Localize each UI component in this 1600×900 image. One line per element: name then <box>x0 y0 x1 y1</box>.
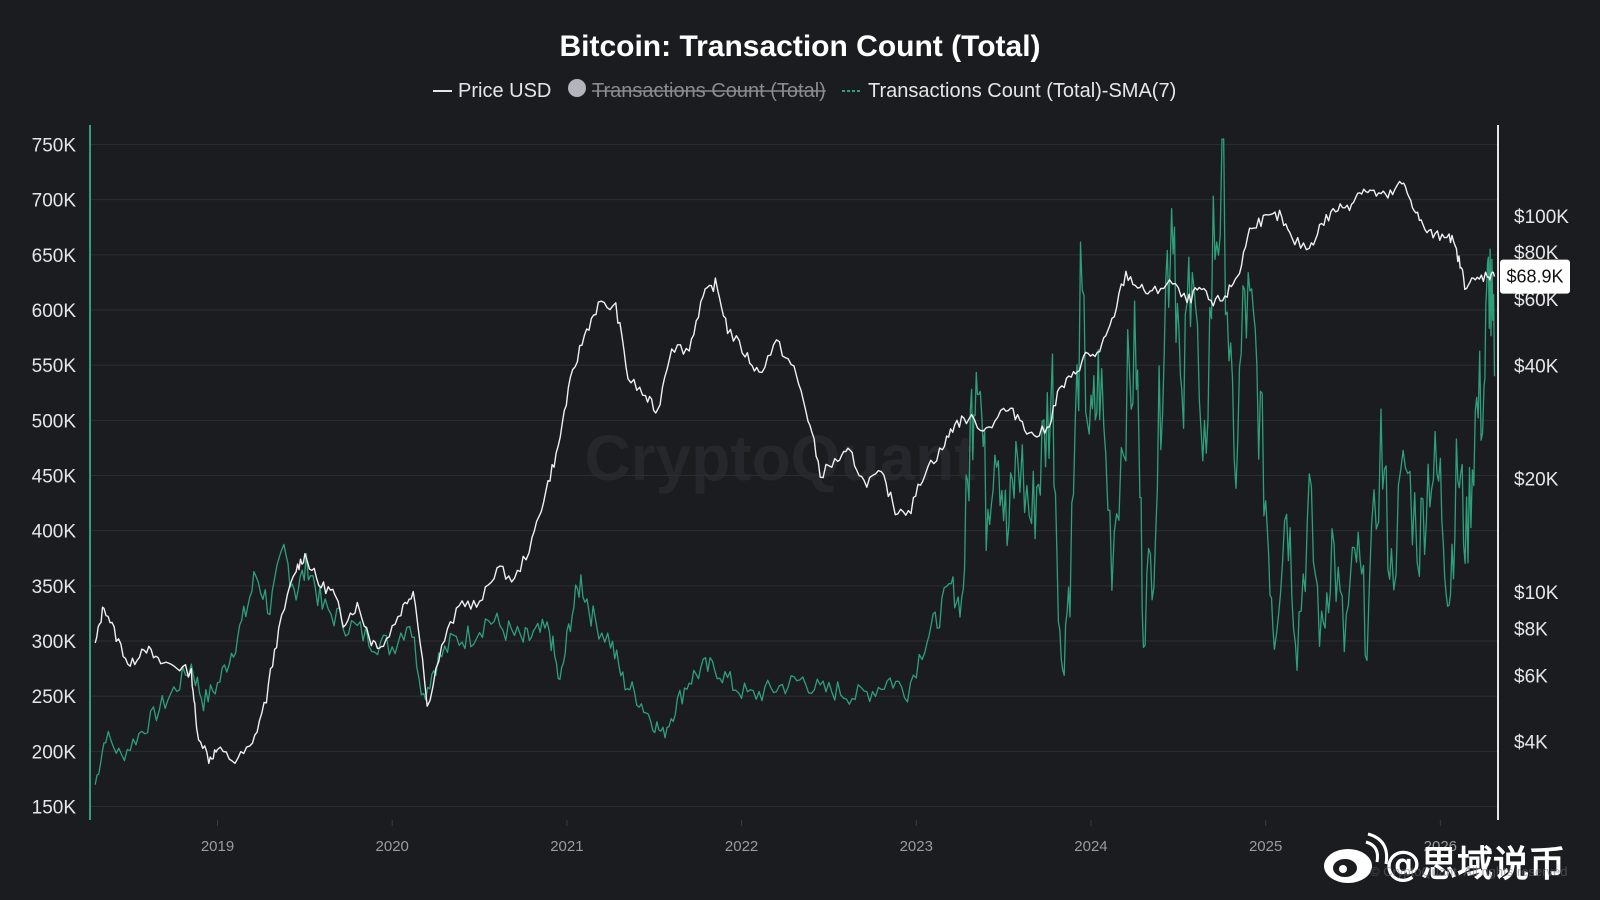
chart-title: Bitcoin: Transaction Count (Total) <box>559 30 1040 63</box>
current-price-label: $68.9K <box>1506 267 1563 287</box>
weibo-logo-icon <box>1324 832 1389 883</box>
series-tx-count-sma7-line <box>94 138 1496 785</box>
series <box>94 138 1496 785</box>
left-tick-label: 300K <box>32 632 77 653</box>
weibo-watermark: @思域说币 © CryptoQuant. All rights reserved <box>1324 832 1567 885</box>
current-price-tag: $68.9K <box>1500 259 1570 294</box>
legend-item-tx-sma[interactable]: Transactions Count (Total)-SMA(7) <box>842 80 1176 102</box>
left-tick-label: 550K <box>32 356 77 377</box>
left-axis-ticks: 750K 700K 650K 600K 550K 500K 450K 400K 350K 300K… <box>32 136 77 819</box>
left-tick-label: 600K <box>32 301 77 322</box>
right-tick-label: $80K <box>1514 243 1559 264</box>
right-tick-label: $6K <box>1514 666 1548 687</box>
right-tick-label: $20K <box>1514 470 1559 491</box>
left-tick-label: 700K <box>32 191 77 212</box>
right-tick-label: $4K <box>1514 733 1548 754</box>
left-tick-label: 450K <box>32 467 77 488</box>
left-tick-label: 650K <box>32 246 77 267</box>
legend-item-price[interactable]: Price USD <box>433 80 551 102</box>
legend-swatch-tx-total <box>568 79 586 97</box>
x-tick-label: 2026 <box>1424 838 1457 855</box>
series-price-usd-line <box>94 180 1496 765</box>
x-tick-label: 2022 <box>725 838 758 855</box>
right-tick-label: $10K <box>1514 583 1559 604</box>
right-axis-ticks: $100K $80K $60K $40K $20K $10K $8K $6K $4K <box>1514 207 1569 754</box>
left-tick-label: 150K <box>32 797 77 818</box>
left-tick-label: 350K <box>32 577 77 598</box>
right-tick-label: $100K <box>1514 207 1569 228</box>
x-tick-label: 2024 <box>1074 838 1107 855</box>
x-tick-label: 2020 <box>376 838 409 855</box>
right-tick-label: $40K <box>1514 356 1559 377</box>
x-tick-label: 2023 <box>900 838 933 855</box>
right-tick-label: $8K <box>1514 619 1548 640</box>
copyright-text: © CryptoQuant. All rights reserved <box>1370 864 1567 879</box>
grid <box>90 144 1498 807</box>
left-tick-label: 500K <box>32 411 77 432</box>
x-axis-ticks: 2019 2020 2021 2022 2023 2024 2025 2026 <box>201 820 1457 855</box>
x-tick-label: 2025 <box>1249 838 1282 855</box>
legend-label-tx-sma: Transactions Count (Total)-SMA(7) <box>868 80 1176 102</box>
current-price-tag-bg <box>1500 259 1570 294</box>
legend-label-price: Price USD <box>458 80 551 102</box>
right-tick-label: $60K <box>1514 290 1559 311</box>
x-tick-label: 2019 <box>201 838 234 855</box>
legend-item-tx-total[interactable]: Transactions Count (Total) <box>568 79 826 102</box>
x-tick-label: 2021 <box>550 838 583 855</box>
weibo-handle: @思域说币 <box>1385 844 1565 885</box>
left-tick-label: 200K <box>32 742 77 763</box>
left-tick-label: 750K <box>32 136 77 157</box>
legend: Price USD Transactions Count (Total) Tra… <box>433 79 1176 102</box>
left-tick-label: 400K <box>32 522 77 543</box>
watermark: CryptoQuant <box>584 422 975 494</box>
left-tick-label: 250K <box>32 687 77 708</box>
